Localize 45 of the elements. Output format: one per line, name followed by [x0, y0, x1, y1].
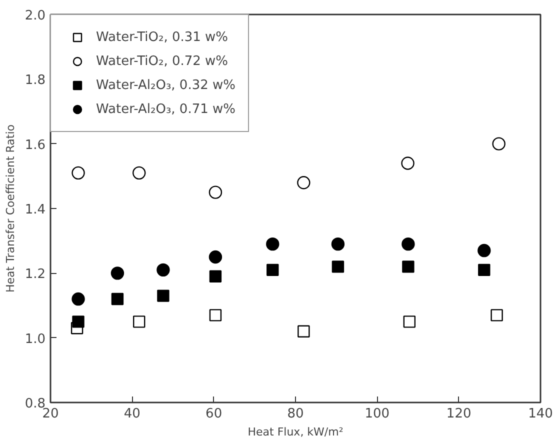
x-tick-label: 80: [287, 406, 304, 422]
point: [208, 186, 222, 199]
x-tick-label: 60: [206, 406, 222, 422]
legend-label: Water-TiO₂, 0.31 w%: [96, 30, 228, 44]
point: [209, 270, 222, 282]
point: [266, 264, 279, 276]
point: [266, 237, 280, 251]
y-tick-label: 1.0: [24, 332, 46, 347]
point: [209, 309, 222, 322]
point: [72, 166, 85, 180]
point: [297, 176, 310, 190]
x-tick-label: 140: [528, 406, 553, 422]
point: [332, 260, 344, 273]
y-tick-label: 1.8: [24, 73, 46, 88]
y-tick-label: 2.0: [24, 8, 46, 24]
point: [157, 290, 170, 302]
legend-label: Water-Al₂O₃, 0.71 w%: [96, 102, 236, 116]
x-tick-label: 40: [124, 406, 140, 422]
legend-label: Water-Al₂O₃, 0.32 w%: [96, 78, 236, 92]
y-tick-label: 1.4: [24, 202, 46, 218]
point: [72, 292, 85, 306]
point: [133, 316, 146, 328]
point: [492, 137, 506, 150]
point: [156, 263, 170, 277]
point: [402, 237, 415, 251]
legend-label: Water-TiO₂, 0.72 w%: [96, 54, 228, 68]
point: [402, 260, 414, 273]
point: [490, 309, 503, 322]
point: [72, 316, 84, 328]
x-axis-title: Heat Flux, kW/m²: [248, 426, 344, 438]
x-tick-label: 120: [446, 406, 472, 422]
x-tick-label: 100: [364, 406, 390, 422]
point: [208, 250, 222, 264]
point: [401, 156, 414, 170]
point: [298, 325, 310, 338]
point: [478, 244, 491, 258]
y-axis-title: Heat Transfer Coefficient Ratio: [4, 124, 17, 293]
point: [111, 292, 124, 306]
point: [478, 264, 490, 276]
y-tick-label: 1.6: [24, 138, 46, 153]
point: [110, 266, 124, 280]
point: [403, 316, 416, 328]
point: [331, 237, 345, 251]
y-tick-label: 1.2: [24, 267, 46, 282]
point: [132, 166, 146, 180]
